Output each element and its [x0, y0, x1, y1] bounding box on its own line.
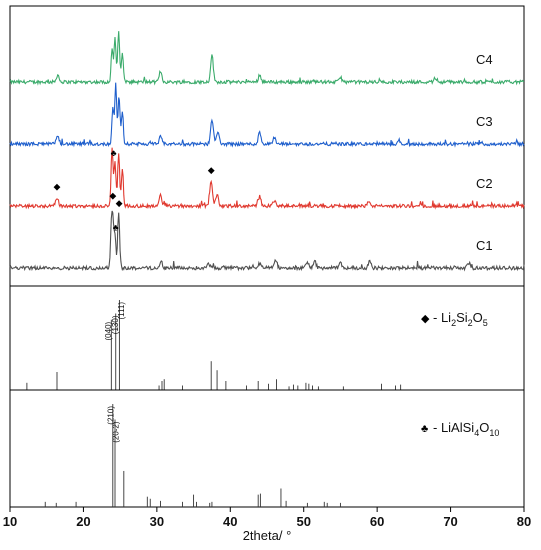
phase-marker: ◆: [116, 198, 123, 208]
series-line-c4: [9, 31, 525, 86]
phase-marker: ◆: [109, 191, 116, 201]
phase-marker: ♣: [111, 148, 117, 158]
phase-marker: ♣: [113, 223, 119, 233]
li2si2o5-legend-symbol: ◆: [421, 313, 430, 325]
lialsi4o10-panel-frame: [9, 389, 525, 508]
series-line-c1: [9, 210, 525, 272]
lialsi4o10-legend-label: - LiAlSi4O10: [433, 420, 499, 438]
series-label-c4: C4: [476, 52, 493, 67]
x-tick-label: 10: [3, 514, 17, 529]
x-tick-label: 50: [296, 514, 310, 529]
series-label-c2: C2: [476, 176, 493, 191]
phase-marker: ◆: [54, 182, 61, 192]
li2si2o5-reference-panel: (040)(130)(111) ◆ - Li2Si2O5: [9, 285, 525, 391]
lialsi4o10-legend-symbol: ♣: [421, 423, 428, 435]
lialsi4o10-reference-panel: (210)(20-2) ♣ - LiAlSi4O10: [9, 389, 525, 508]
hkl-label: (111): [117, 302, 126, 320]
x-tick-label: 30: [150, 514, 164, 529]
series-label-c3: C3: [476, 114, 493, 129]
hkl-label: (040): [104, 321, 113, 340]
hkl-label: (130): [111, 315, 120, 334]
x-tick-label: 60: [370, 514, 384, 529]
hkl-label: (20-2): [111, 421, 120, 443]
series-label-c1: C1: [476, 238, 493, 253]
x-tick-label: 20: [76, 514, 90, 529]
xrd-panel-frame: [9, 5, 525, 287]
hkl-label: (210): [107, 406, 116, 425]
series-line-c3: [9, 82, 525, 148]
x-tick-label: 80: [517, 514, 531, 529]
series-line-c2: [9, 147, 525, 210]
x-axis: 10 20 30 40 50 60 70 80 2theta/ °: [3, 507, 531, 543]
x-axis-label: 2theta/ °: [243, 528, 292, 543]
x-tick-label: 70: [443, 514, 457, 529]
li2si2o5-legend-label: - Li2Si2O5: [433, 310, 488, 328]
x-tick-label: 40: [223, 514, 237, 529]
li2si2o5-panel-frame: [9, 285, 525, 391]
phase-marker: ◆: [208, 165, 215, 175]
